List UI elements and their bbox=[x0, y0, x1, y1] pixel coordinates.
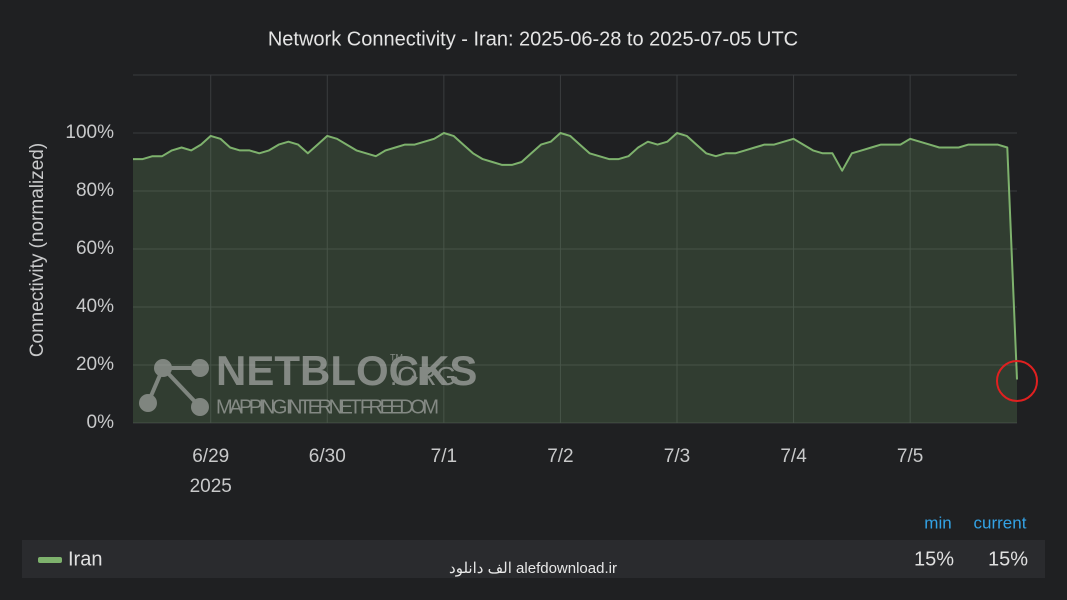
legend-swatch bbox=[38, 557, 62, 563]
legend-min: 15% bbox=[914, 548, 954, 570]
chart-title: Network Connectivity - Iran: 2025-06-28 … bbox=[268, 28, 798, 50]
y-tick-label: 0% bbox=[87, 412, 115, 433]
y-tick-label: 40% bbox=[76, 296, 114, 317]
x-tick-label: 7/1 bbox=[431, 446, 457, 467]
x-tick-label: 7/5 bbox=[897, 446, 923, 467]
highlight-circle bbox=[996, 360, 1038, 402]
y-tick-label: 80% bbox=[76, 180, 114, 201]
site-watermark: الف دانلود alefdownload.ir bbox=[449, 560, 617, 577]
x-tick-label: 7/4 bbox=[780, 446, 807, 467]
y-tick-label: 60% bbox=[76, 238, 114, 259]
y-axis-label: Connectivity (normalized) bbox=[27, 143, 48, 357]
legend-current: 15% bbox=[988, 548, 1028, 570]
area bbox=[133, 133, 1017, 423]
plot bbox=[133, 132, 1018, 423]
grid bbox=[133, 74, 1017, 424]
x-tick-label: 6/30 bbox=[309, 446, 346, 467]
x-year-label: 2025 bbox=[190, 476, 232, 497]
watermark-suffix: .ORG bbox=[390, 361, 456, 391]
line bbox=[133, 132, 1018, 380]
legend-label[interactable]: Iran bbox=[68, 548, 102, 570]
watermark-brand: NETBLOCKS bbox=[216, 347, 477, 394]
watermark-tm: TM bbox=[390, 352, 403, 362]
legend-row bbox=[22, 540, 1045, 578]
x-tick-label: 7/3 bbox=[664, 446, 690, 467]
x-tick-label: 7/2 bbox=[547, 446, 573, 467]
watermark-tagline: MAPPING INTERNET FREEDOM bbox=[216, 396, 439, 418]
x-tick-label: 6/29 bbox=[192, 446, 229, 467]
y-tick-label: 20% bbox=[76, 354, 114, 375]
legend-header: min bbox=[924, 513, 951, 532]
watermark-logo bbox=[139, 359, 209, 416]
legend-header: current bbox=[974, 513, 1027, 532]
watermark: NETBLOCKS .ORG TM MAPPING INTERNET FREED… bbox=[139, 347, 477, 418]
y-tick-label: 100% bbox=[65, 122, 114, 143]
